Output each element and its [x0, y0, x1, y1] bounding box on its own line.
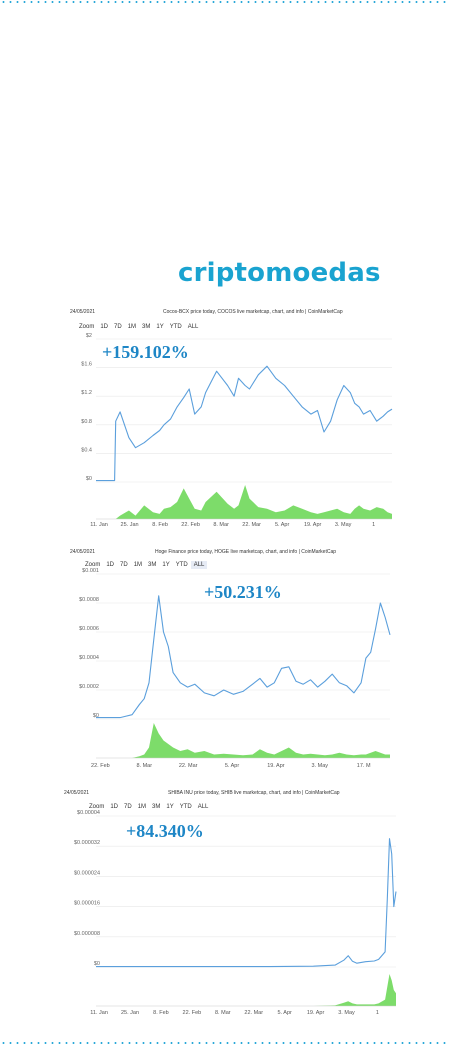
- zoom-1m-button[interactable]: 1M: [127, 324, 137, 330]
- price-line-series: [96, 838, 397, 968]
- volume-area: [96, 485, 392, 519]
- x-tick-label: 22. Feb: [183, 1010, 202, 1016]
- chart-date: 24/05/2021: [70, 549, 96, 555]
- y-tick-label: $0.00004: [77, 810, 100, 816]
- top-dotted-border: [0, 1, 450, 3]
- x-tick-label: 8. Mar: [136, 763, 152, 769]
- x-tick-label: 19. Apr: [267, 763, 285, 769]
- x-tick-label: 5. Apr: [275, 522, 290, 528]
- price-line-series: [96, 595, 391, 719]
- x-tick-label: 8. Feb: [153, 1010, 169, 1016]
- y-tick-label: $0: [93, 713, 99, 719]
- zoom-7d-button[interactable]: 7D: [114, 324, 122, 330]
- zoom-bar: Zoom 1D 7D 1M 3M 1Y YTD ALL: [76, 323, 201, 331]
- chart-date: 24/05/2021: [64, 790, 90, 796]
- chart-hoge: 24/05/2021 Hoge Finance price today, HOG…: [0, 545, 450, 770]
- x-tick-label: 25. Jan: [121, 1010, 139, 1016]
- x-tick-label: 25. Jan: [121, 522, 139, 528]
- x-tick-label: 5. Apr: [277, 1010, 292, 1016]
- y-tick-label: $0.8: [81, 419, 92, 425]
- zoom-ytd-button[interactable]: YTD: [179, 804, 192, 810]
- x-tick-label: 11. Jan: [90, 522, 108, 528]
- zoom-all-button[interactable]: ALL: [190, 561, 208, 569]
- zoom-7d-button[interactable]: 7D: [120, 562, 128, 568]
- zoom-label: Zoom: [85, 562, 101, 568]
- y-tick-label: $0.0006: [79, 626, 99, 632]
- zoom-1d-button[interactable]: 1D: [110, 804, 119, 810]
- zoom-3m-button[interactable]: 3M: [142, 324, 151, 330]
- chart-shib: 24/05/2021 SHIBA INU price today, SHIB l…: [0, 786, 450, 1026]
- chart-title: Cocos-BCX price today, COCOS live market…: [163, 309, 343, 315]
- y-tick-label: $0: [86, 476, 92, 482]
- x-tick-label: 19. Apr: [307, 1010, 325, 1016]
- x-tick-label: 22. Feb: [91, 763, 110, 769]
- x-tick-label: 22. Feb: [181, 522, 200, 528]
- y-tick-label: $1.2: [81, 390, 92, 396]
- x-tick-label: 1: [372, 522, 375, 528]
- y-tick-label: $0.001: [82, 568, 99, 574]
- y-tick-label: $0.0002: [79, 684, 99, 690]
- bottom-dotted-border: [0, 1042, 450, 1044]
- price-chart-svg: $0.00004 $0.000032 $0.000024 $0.000016 $0.00…: [74, 810, 397, 1016]
- price-change-label: +84.340%: [126, 821, 204, 841]
- zoom-ytd-button[interactable]: YTD: [169, 324, 182, 330]
- volume-area: [96, 974, 396, 1006]
- y-tick-label: $2: [86, 333, 92, 339]
- brand-wordmark: criptomoedas: [178, 258, 381, 288]
- y-tick-label: $0.4: [81, 447, 92, 453]
- x-tick-label: 17. M: [357, 763, 371, 769]
- x-tick-label: 1: [376, 1010, 379, 1016]
- y-tick-label: $0: [94, 961, 100, 967]
- chart-cocos: 24/05/2021 Cocos-BCX price today, COCOS …: [0, 305, 450, 530]
- x-tick-label: 3. May: [312, 763, 329, 769]
- chart-title: SHIBA INU price today, SHIB live marketc…: [168, 790, 340, 796]
- x-tick-label: 22. Mar: [242, 522, 261, 528]
- x-tick-label: 3. May: [338, 1010, 355, 1016]
- zoom-ytd-button[interactable]: YTD: [175, 562, 188, 568]
- y-tick-label: $0.000008: [74, 931, 100, 937]
- x-tick-label: 8. Mar: [215, 1010, 231, 1016]
- zoom-label: Zoom: [89, 804, 105, 810]
- chart-date: 24/05/2021: [70, 309, 96, 315]
- y-tick-label: $0.0004: [79, 655, 99, 661]
- zoom-bar: Zoom 1D 7D 1M 3M 1Y YTD ALL: [82, 561, 208, 569]
- y-tick-label: $0.0008: [79, 597, 99, 603]
- price-chart-svg: $2 $1.6 $1.2 $0.8 $0.4 $0 11. Jan 25. Jan 8. Feb…: [81, 333, 393, 528]
- zoom-3m-button[interactable]: 3M: [152, 804, 161, 810]
- x-tick-label: 8. Feb: [152, 522, 168, 528]
- zoom-1y-button[interactable]: 1Y: [156, 324, 164, 330]
- x-tick-label: 19. Apr: [304, 522, 322, 528]
- y-tick-label: $1.6: [81, 362, 92, 368]
- zoom-all-button[interactable]: ALL: [197, 804, 209, 810]
- x-tick-label: 8. Mar: [213, 522, 229, 528]
- x-tick-label: 22. Mar: [179, 763, 198, 769]
- x-tick-label: 3. May: [335, 522, 352, 528]
- y-tick-label: $0.000024: [74, 870, 100, 876]
- y-tick-label: $0.000032: [74, 840, 100, 846]
- x-tick-label: 5. Apr: [225, 763, 240, 769]
- x-tick-label: 11. Jan: [90, 1010, 108, 1016]
- zoom-3m-button[interactable]: 3M: [148, 562, 157, 568]
- price-chart-svg: $0.001 $0.0008 $0.0006 $0.0004 $0.0002 $0 22. …: [79, 568, 391, 769]
- price-change-label: +50.231%: [204, 582, 282, 602]
- zoom-7d-button[interactable]: 7D: [124, 804, 132, 810]
- zoom-all-button[interactable]: ALL: [187, 324, 199, 330]
- x-tick-label: 22. Mar: [244, 1010, 263, 1016]
- zoom-1d-button[interactable]: 1D: [100, 324, 109, 330]
- price-line-series: [96, 365, 393, 482]
- price-change-label: +159.102%: [102, 342, 189, 362]
- zoom-1m-button[interactable]: 1M: [137, 804, 147, 810]
- volume-area: [96, 723, 390, 758]
- zoom-1y-button[interactable]: 1Y: [162, 562, 170, 568]
- zoom-1d-button[interactable]: 1D: [106, 562, 115, 568]
- chart-title: Hoge Finance price today, HOGE live mark…: [155, 549, 337, 555]
- zoom-bar: Zoom 1D 7D 1M 3M 1Y YTD ALL: [86, 803, 211, 811]
- zoom-1y-button[interactable]: 1Y: [166, 804, 174, 810]
- y-tick-label: $0.000016: [74, 901, 100, 907]
- zoom-label: Zoom: [79, 324, 95, 330]
- zoom-1m-button[interactable]: 1M: [133, 562, 143, 568]
